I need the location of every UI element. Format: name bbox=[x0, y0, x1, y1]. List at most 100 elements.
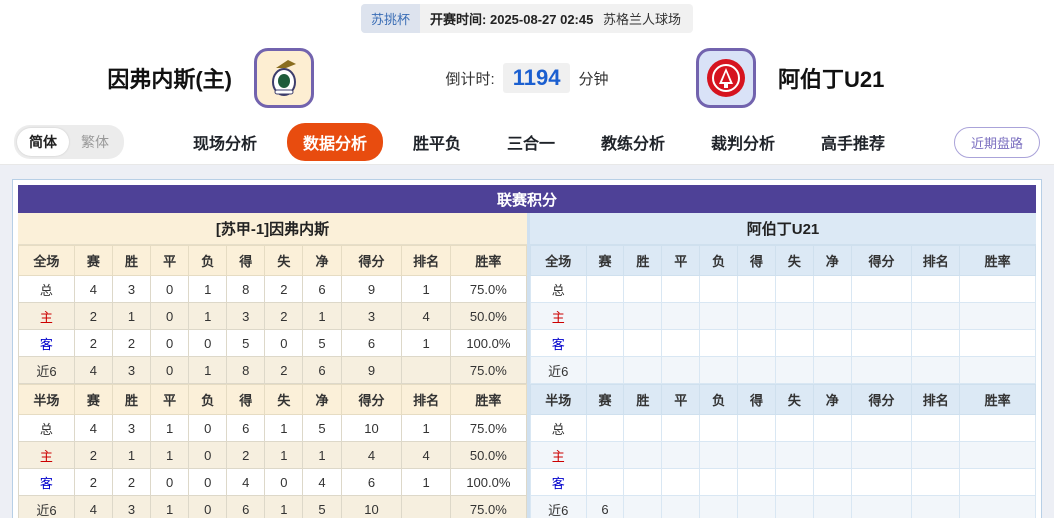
column-header: 排名 bbox=[401, 384, 451, 415]
column-header: 胜 bbox=[111, 245, 152, 276]
stat-cell: 75.0% bbox=[449, 356, 528, 384]
row-label: 总 bbox=[530, 275, 587, 303]
tab-data-analysis[interactable]: 数据分析 bbox=[286, 123, 383, 161]
countdown-value: 1194 bbox=[502, 63, 571, 93]
table-halves: [苏甲-1]因弗内斯 全场赛胜平负得失净得分 排名 胜率总 4 3 0 1 8 2 6 9 1 75.0… bbox=[18, 213, 1036, 518]
stat-cell: 1 bbox=[188, 275, 228, 303]
stat-cell bbox=[911, 329, 961, 357]
column-header: 排名 bbox=[911, 384, 961, 415]
stat-cell bbox=[850, 329, 913, 357]
row-label: 近6 bbox=[18, 356, 75, 384]
countdown: 倒计时: 1194 分钟 bbox=[370, 63, 684, 93]
stat-cell: 6 bbox=[340, 468, 403, 496]
stat-cell: 1 bbox=[188, 356, 228, 384]
column-header: 得分 bbox=[850, 245, 913, 276]
stat-cell: 100.0% bbox=[449, 468, 528, 496]
tab-expert-picks[interactable]: 高手推荐 bbox=[821, 136, 886, 153]
row-label: 主 bbox=[18, 302, 75, 330]
stat-cell: 9 bbox=[340, 356, 403, 384]
column-header: 负 bbox=[188, 245, 228, 276]
kickoff-info: 苏挑杯 开赛时间: 2025-08-27 02:45 苏格兰人球场 bbox=[361, 3, 693, 33]
stat-cell: 6 bbox=[585, 495, 625, 518]
stat-cell bbox=[401, 356, 451, 384]
tab-coach-analysis[interactable]: 教练分析 bbox=[601, 136, 666, 153]
stat-cell bbox=[959, 302, 1036, 330]
stat-cell: 0 bbox=[188, 414, 228, 442]
column-header: 得 bbox=[226, 245, 266, 276]
column-header: 失 bbox=[774, 384, 814, 415]
column-header: 失 bbox=[264, 245, 304, 276]
row-label: 总 bbox=[18, 414, 75, 442]
stat-cell: 4 bbox=[73, 495, 113, 518]
stat-cell bbox=[959, 468, 1036, 496]
stat-cell: 2 bbox=[73, 329, 113, 357]
stat-cell bbox=[850, 495, 913, 518]
stat-cell: 1 bbox=[401, 468, 451, 496]
row-label: 总 bbox=[18, 275, 75, 303]
row-label: 客 bbox=[530, 329, 587, 357]
home-team-logo bbox=[254, 48, 314, 108]
stat-cell bbox=[585, 275, 625, 303]
tab-live-analysis[interactable]: 现场分析 bbox=[192, 136, 257, 153]
stat-cell bbox=[812, 441, 852, 469]
recent-odds-button[interactable]: 近期盘路 bbox=[953, 126, 1040, 158]
stat-cell: 2 bbox=[264, 356, 304, 384]
column-header: 得 bbox=[737, 384, 776, 415]
table-row: 总 4 3 1 0 6 1 5 10 1 75.0% bbox=[18, 414, 528, 442]
column-header: 赛 bbox=[585, 245, 625, 276]
stat-cell bbox=[623, 495, 663, 518]
column-header: 赛 bbox=[73, 245, 113, 276]
column-header: 得分 bbox=[340, 245, 403, 276]
table-row: 客 2 2 0 0 5 0 5 6 1 100.0% bbox=[18, 329, 528, 357]
stat-cell: 6 bbox=[226, 495, 266, 518]
stat-cell bbox=[812, 275, 852, 303]
venue: 苏格兰人球场 bbox=[602, 11, 681, 27]
league-badge[interactable]: 苏挑杯 bbox=[361, 3, 421, 33]
stat-cell: 1 bbox=[401, 414, 451, 442]
stat-cell bbox=[774, 441, 814, 469]
away-team-block: 阿伯丁U21 bbox=[684, 48, 1054, 108]
stat-cell: 1 bbox=[401, 275, 451, 303]
stat-cell bbox=[623, 441, 663, 469]
stat-cell: 1 bbox=[264, 441, 304, 469]
aberdeen-crest-icon bbox=[707, 59, 745, 97]
stat-cell bbox=[812, 495, 852, 518]
stat-cell: 5 bbox=[226, 329, 266, 357]
stat-cell bbox=[737, 495, 776, 518]
stat-cell bbox=[737, 329, 776, 357]
row-label: 近6 bbox=[530, 356, 587, 384]
stat-cell: 0 bbox=[150, 356, 190, 384]
stat-cell: 1 bbox=[302, 441, 342, 469]
table-row: 近6 4 3 1 0 6 1 5 10 75.0% bbox=[18, 495, 528, 518]
stat-cell: 10 bbox=[340, 414, 403, 442]
lang-traditional[interactable]: 繁体 bbox=[81, 134, 109, 150]
column-header: 平 bbox=[150, 245, 190, 276]
stat-cell: 3 bbox=[111, 356, 152, 384]
stat-cell: 2 bbox=[226, 441, 266, 469]
stat-cell bbox=[774, 275, 814, 303]
column-header: 负 bbox=[699, 245, 739, 276]
stat-cell: 9 bbox=[340, 275, 403, 303]
main-content: 联赛积分 [苏甲-1]因弗内斯 全场赛胜平负得失净得分 排名 胜率总 4 3 0 1 8 2 6 9… bbox=[0, 165, 1054, 518]
table-row: 总 4 3 0 1 8 2 6 9 1 75.0% bbox=[18, 275, 528, 303]
stat-cell bbox=[737, 302, 776, 330]
lang-simplified[interactable]: 简体 bbox=[17, 128, 69, 156]
row-label: 近6 bbox=[18, 495, 75, 518]
league-points-title: 联赛积分 bbox=[18, 185, 1036, 213]
column-header: 胜率 bbox=[449, 245, 528, 276]
stat-cell bbox=[661, 329, 701, 357]
stat-cell bbox=[401, 495, 451, 518]
stat-cell bbox=[699, 329, 739, 357]
stat-cell: 0 bbox=[150, 329, 190, 357]
tab-referee-analysis[interactable]: 裁判分析 bbox=[711, 136, 776, 153]
table-row: 总 bbox=[530, 414, 1036, 442]
tab-win-draw-loss[interactable]: 胜平负 bbox=[412, 136, 461, 153]
tab-three-in-one[interactable]: 三合一 bbox=[506, 136, 555, 153]
stat-cell: 3 bbox=[111, 495, 152, 518]
stat-cell: 1 bbox=[111, 302, 152, 330]
stat-cell bbox=[812, 468, 852, 496]
stat-cell bbox=[623, 356, 663, 384]
row-label: 主 bbox=[18, 441, 75, 469]
stat-cell bbox=[699, 302, 739, 330]
stat-cell: 75.0% bbox=[449, 414, 528, 442]
